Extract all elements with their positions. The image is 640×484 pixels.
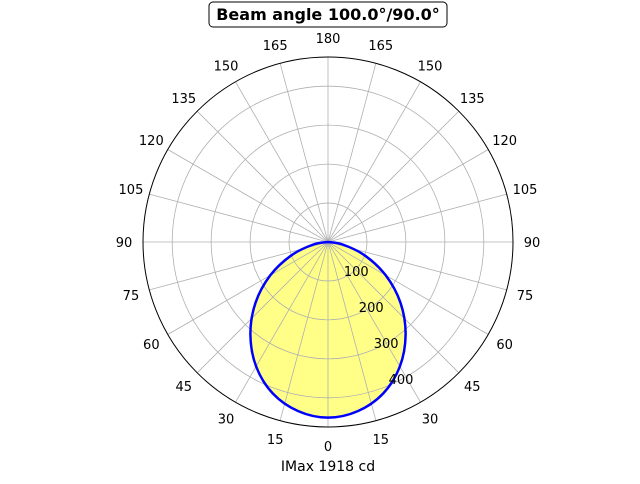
theta-tick-label: 165	[368, 39, 393, 54]
theta-grid-spoke	[196, 241, 329, 374]
theta-tick-label: 120	[492, 134, 517, 149]
theta-grid-spoke	[327, 81, 421, 243]
theta-tick-label: 150	[214, 59, 239, 74]
theta-tick-label: 45	[175, 380, 192, 395]
theta-grid-spoke	[327, 241, 489, 335]
intensity-curve	[249, 240, 407, 419]
theta-tick-label: 180	[316, 32, 341, 47]
theta-tick-label: 90	[116, 236, 133, 251]
theta-tick-label: 0	[324, 440, 332, 455]
theta-grid-spoke	[327, 241, 377, 421]
theta-grid-spoke	[279, 241, 329, 421]
title-box	[208, 1, 448, 28]
theta-grid-spoke	[327, 241, 421, 403]
theta-grid-spoke	[327, 63, 377, 243]
theta-grid-spoke	[235, 241, 329, 403]
title-text: Beam angle 100.0°/90.0°	[216, 5, 440, 24]
chart-title: Beam angle 100.0°/90.0°	[208, 1, 448, 28]
theta-tick-label: 15	[267, 433, 284, 448]
theta-grid-spoke	[327, 241, 460, 374]
theta-grid-spoke	[279, 63, 329, 243]
theta-grid-spoke	[327, 110, 460, 243]
theta-tick-label: 15	[373, 433, 390, 448]
theta-tick-label: 60	[143, 338, 160, 353]
x-axis-label: IMax 1918 cd	[281, 459, 375, 475]
theta-tick-label: 90	[524, 236, 541, 251]
theta-tick-label: 135	[171, 92, 196, 107]
theta-tick-label: 120	[139, 134, 164, 149]
theta-grid-spoke	[196, 110, 329, 243]
polar-frame	[142, 56, 514, 428]
theta-tick-label: 75	[123, 289, 140, 304]
theta-tick-label: 60	[496, 338, 513, 353]
theta-grid-spoke	[167, 149, 329, 243]
theta-tick-label: 30	[422, 413, 439, 428]
theta-grid-spoke	[167, 241, 329, 335]
theta-tick-label: 105	[119, 183, 144, 198]
r-tick-label: 100	[344, 265, 369, 280]
theta-grid-spoke	[235, 81, 329, 243]
theta-tick-label: 150	[418, 59, 443, 74]
theta-tick-label: 165	[263, 39, 288, 54]
r-tick-label: 300	[374, 337, 399, 352]
theta-tick-label: 135	[460, 92, 485, 107]
theta-tick-label: 45	[464, 380, 481, 395]
theta-tick-label: 75	[517, 289, 534, 304]
theta-grid-spoke	[149, 193, 329, 243]
r-tick-label: 400	[389, 373, 414, 388]
theta-grid-spoke	[327, 193, 507, 243]
theta-tick-label: 30	[218, 413, 235, 428]
theta-tick-label: 105	[513, 183, 538, 198]
r-tick-label: 200	[359, 301, 384, 316]
theta-grid-spoke	[327, 149, 489, 243]
